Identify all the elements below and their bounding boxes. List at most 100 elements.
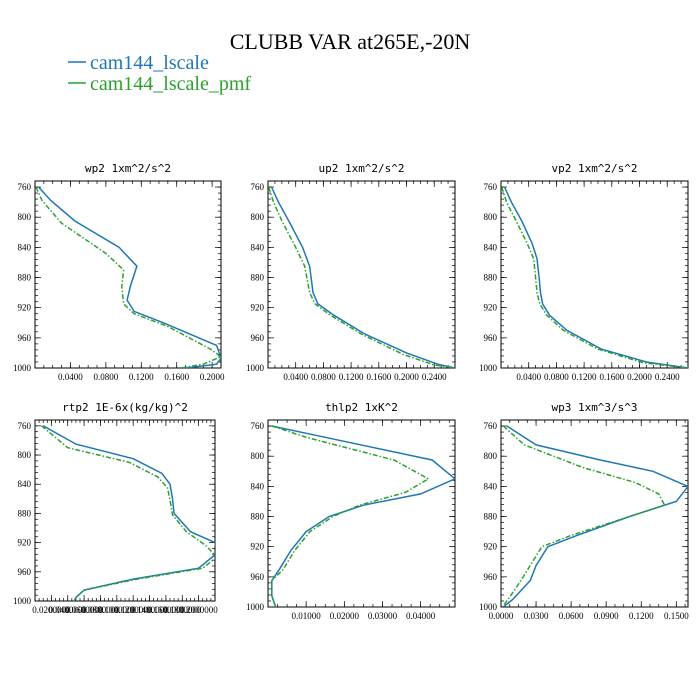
x-tick-label: 0.0800 [544,372,569,382]
plot-frame [267,180,456,369]
x-tick-label: 0.02000 [330,611,360,621]
plot-frame [267,419,456,608]
legend: cam144_lscale cam144_lscale_pmf [68,52,251,95]
panel-title: rtp2 1E-6x(kg/kg)^2 [62,401,188,414]
y-tick-label: 800 [251,451,265,461]
y-tick-label: 880 [251,273,265,283]
y-tick-label: 880 [18,273,32,283]
y-tick-label: 960 [251,333,265,343]
y-tick-label: 840 [251,242,265,252]
x-tick-label: 0.1600 [164,372,189,382]
panel-0: wp2 1xm^2/s^2 760 800 840 880 920 960 1000 0.040… [13,162,225,382]
panel-title: thlp2 1xK^2 [325,401,398,414]
series-line-cam144-lscale-pmf [271,425,430,607]
x-tick-label: 0.1600 [599,372,624,382]
y-tick-label: 880 [18,508,32,518]
x-tick-label: 0.1500 [664,611,689,621]
y-tick-label: 920 [484,303,498,313]
x-tick-label: 0.1600 [366,372,391,382]
y-tick-label: 960 [18,567,32,577]
x-tick-label: 0.2400 [655,372,680,382]
x-tick-label: 0.1600000 [147,605,186,615]
x-tick-label: 0.1800000 [163,605,202,615]
panel-1: up2 1xm^2/s^2 760 800 840 880 920 960 1000 0.040… [246,162,456,382]
y-tick-label: 840 [251,481,265,491]
y-tick-label: 800 [18,212,32,222]
y-tick-label: 1000 [479,363,498,373]
x-tick-label: 0.0200000 [32,605,71,615]
y-tick-label: 840 [18,479,32,489]
series-line-cam144-lscale-pmf [35,186,221,368]
series-line-cam144-lscale [42,425,215,601]
series-line-cam144-lscale-pmf [501,186,688,368]
y-tick-label: 920 [18,303,32,313]
series-line-cam144-lscale [503,186,688,368]
panel-3: rtp2 1E-6x(kg/kg)^2 760 800 840 880 920 960 100… [13,401,218,615]
series-line-cam144-lscale [37,186,221,368]
x-tick-label: 0.0900 [594,611,619,621]
x-tick-label: 0.1200 [129,372,154,382]
panel-title: up2 1xm^2/s^2 [318,162,404,175]
x-tick-label: 0.0400 [516,372,541,382]
series-line-cam144-lscale-pmf [268,186,455,368]
y-tick-label: 1000 [479,602,498,612]
y-tick-label: 880 [484,273,498,283]
x-tick-label: 0.0300 [524,611,549,621]
y-tick-label: 800 [484,451,498,461]
y-tick-label: 760 [251,182,265,192]
plot-frame [500,419,689,608]
x-tick-label: 0.1200 [629,611,654,621]
series-line-cam144-lscale-pmf [501,425,666,607]
x-tick-label: 0.1200 [339,372,364,382]
panel-4: thlp2 1xK^2 760 800 840 880 920 960 1000 0.01000… [246,401,456,621]
y-tick-label: 960 [18,333,32,343]
y-tick-label: 920 [251,542,265,552]
y-tick-label: 800 [18,450,32,460]
x-tick-label: 0.0400 [283,372,308,382]
y-tick-label: 920 [251,303,265,313]
y-tick-label: 880 [484,512,498,522]
y-tick-label: 760 [484,182,498,192]
x-tick-label: 0.1000000 [98,605,137,615]
y-tick-label: 800 [251,212,265,222]
x-tick-label: 0.1200 [572,372,597,382]
panel-5: wp3 1xm^3/s^3 760 800 840 880 920 960 10000.000… [479,401,689,621]
panel-2: vp2 1xm^2/s^2 760 800 840 880 920 960 1000 0.040… [479,162,689,382]
y-tick-label: 800 [484,212,498,222]
y-tick-label: 880 [251,512,265,522]
y-tick-label: 920 [18,538,32,548]
panel-title: wp3 1xm^3/s^3 [551,401,637,414]
y-tick-label: 1000 [246,602,265,612]
x-tick-label: 0.2000000 [180,605,219,615]
x-tick-label: 0.0600000 [65,605,104,615]
series-line-cam144-lscale-pmf [41,425,215,601]
panels: wp2 1xm^2/s^2 760 800 840 880 920 960 1000 0.040… [13,162,689,621]
y-tick-label: 1000 [13,596,32,606]
y-tick-label: 760 [18,421,32,431]
y-tick-label: 1000 [13,363,32,373]
x-tick-label: 0.0000 [489,611,514,621]
x-tick-label: 0.0600 [559,611,584,621]
y-tick-label: 920 [484,542,498,552]
x-tick-label: 0.0800 [93,372,118,382]
x-tick-label: 0.04000 [406,611,436,621]
plot-frame [34,419,216,602]
y-tick-label: 840 [484,242,498,252]
y-tick-label: 840 [484,481,498,491]
x-tick-label: 0.0800 [311,372,336,382]
y-tick-label: 960 [484,333,498,343]
series-line-cam144-lscale [502,425,688,607]
panel-title: vp2 1xm^2/s^2 [551,162,637,175]
x-tick-label: 0.01000 [292,611,322,621]
y-tick-label: 840 [18,242,32,252]
x-tick-label: 0.2000 [627,372,652,382]
legend-label-lscale-pmf: cam144_lscale_pmf [90,73,251,95]
panel-title: wp2 1xm^2/s^2 [85,162,171,175]
legend-label-lscale: cam144_lscale [90,52,209,74]
x-tick-label: 0.2000 [200,372,225,382]
series-line-cam144-lscale [270,186,455,368]
x-tick-label: 0.0400 [58,372,83,382]
plot-frame [34,180,222,369]
y-tick-label: 960 [484,572,498,582]
x-tick-label: 0.03000 [368,611,398,621]
